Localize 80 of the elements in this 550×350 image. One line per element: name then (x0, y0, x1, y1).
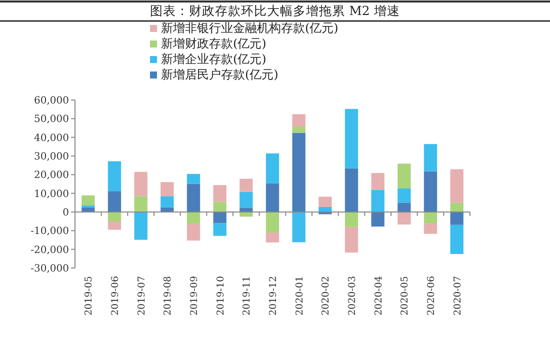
bar (240, 192, 253, 208)
bar (266, 153, 280, 184)
bar (213, 185, 226, 202)
bar (266, 212, 280, 233)
y-tick-label: 10,000 (34, 188, 69, 200)
bar (424, 224, 438, 234)
x-tick-label: 2020-07 (452, 276, 464, 316)
bar (213, 212, 226, 224)
bar (186, 224, 200, 241)
bar (82, 195, 95, 206)
x-tick-label: 2019-12 (268, 276, 279, 316)
y-tick-label: 60,000 (34, 96, 69, 106)
bar (398, 202, 411, 212)
bar (424, 171, 438, 212)
bar (450, 224, 464, 254)
bar (398, 212, 411, 225)
bar (292, 126, 306, 133)
x-tick-label: 2020-05 (400, 276, 411, 316)
bar (424, 144, 438, 172)
bar (186, 174, 200, 184)
x-tick-label: 2020-04 (373, 276, 384, 316)
bar (108, 222, 122, 230)
bar (134, 172, 148, 196)
y-tick-label: 50,000 (34, 114, 69, 126)
y-tick-label: -30,000 (30, 264, 69, 274)
bar (371, 212, 384, 227)
x-tick-label: 2019-11 (242, 276, 253, 316)
bar (318, 206, 332, 212)
x-tick-label: 2019-10 (215, 276, 226, 316)
bar (266, 232, 280, 242)
bar (108, 161, 122, 192)
bar (134, 212, 148, 240)
x-tick-label: 2019-06 (110, 276, 121, 316)
legend-label: 新增非银行业金融机构存款(亿元) (161, 21, 338, 35)
bar (318, 196, 332, 207)
bar (240, 208, 253, 212)
legend-label: 新增居民户存款(亿元) (161, 68, 278, 82)
bar (450, 169, 464, 203)
x-tick-label: 2019-09 (189, 276, 200, 316)
bar (344, 108, 358, 168)
bar (160, 196, 174, 208)
bar (213, 223, 226, 236)
chart-title: 图表：财政存款环比大幅多增拖累 M2 增速 (150, 3, 400, 18)
bar (213, 202, 226, 212)
bar (240, 178, 253, 192)
bar (344, 168, 358, 212)
x-tick-label: 2019-08 (162, 276, 174, 316)
bar (108, 212, 122, 222)
bar (266, 183, 280, 212)
bar (424, 212, 438, 224)
bar (398, 164, 411, 188)
x-tick-label: 2020-03 (347, 276, 358, 316)
legend-label: 新增财政存款(亿元) (161, 36, 266, 50)
bar (160, 182, 174, 196)
y-tick-label: 40,000 (34, 132, 69, 144)
bar (398, 188, 411, 203)
x-tick-label: 2020-06 (426, 276, 437, 316)
y-tick-label: 20,000 (34, 170, 69, 182)
x-tick-label: 2019-07 (136, 276, 148, 316)
x-tick-label: 2020-01 (294, 276, 306, 316)
bar (292, 114, 306, 127)
y-tick-label: 30,000 (34, 152, 69, 162)
bar (450, 202, 464, 212)
bar (108, 191, 122, 212)
legend-label: 新增企业存款(亿元) (161, 52, 266, 66)
bar (371, 172, 384, 190)
bar (450, 212, 464, 225)
x-tick-label: 2020-02 (320, 276, 332, 316)
bar (134, 196, 148, 212)
y-tick-label: 0 (62, 208, 69, 218)
x-tick-label: 2019-05 (84, 276, 95, 316)
bar (186, 212, 200, 224)
bar (292, 212, 306, 242)
y-tick-label: -10,000 (30, 226, 69, 238)
y-tick-label: -20,000 (30, 244, 69, 256)
bar (344, 226, 358, 253)
bar (186, 184, 200, 212)
bar (292, 132, 306, 212)
bar (371, 190, 384, 212)
bar (344, 212, 358, 227)
